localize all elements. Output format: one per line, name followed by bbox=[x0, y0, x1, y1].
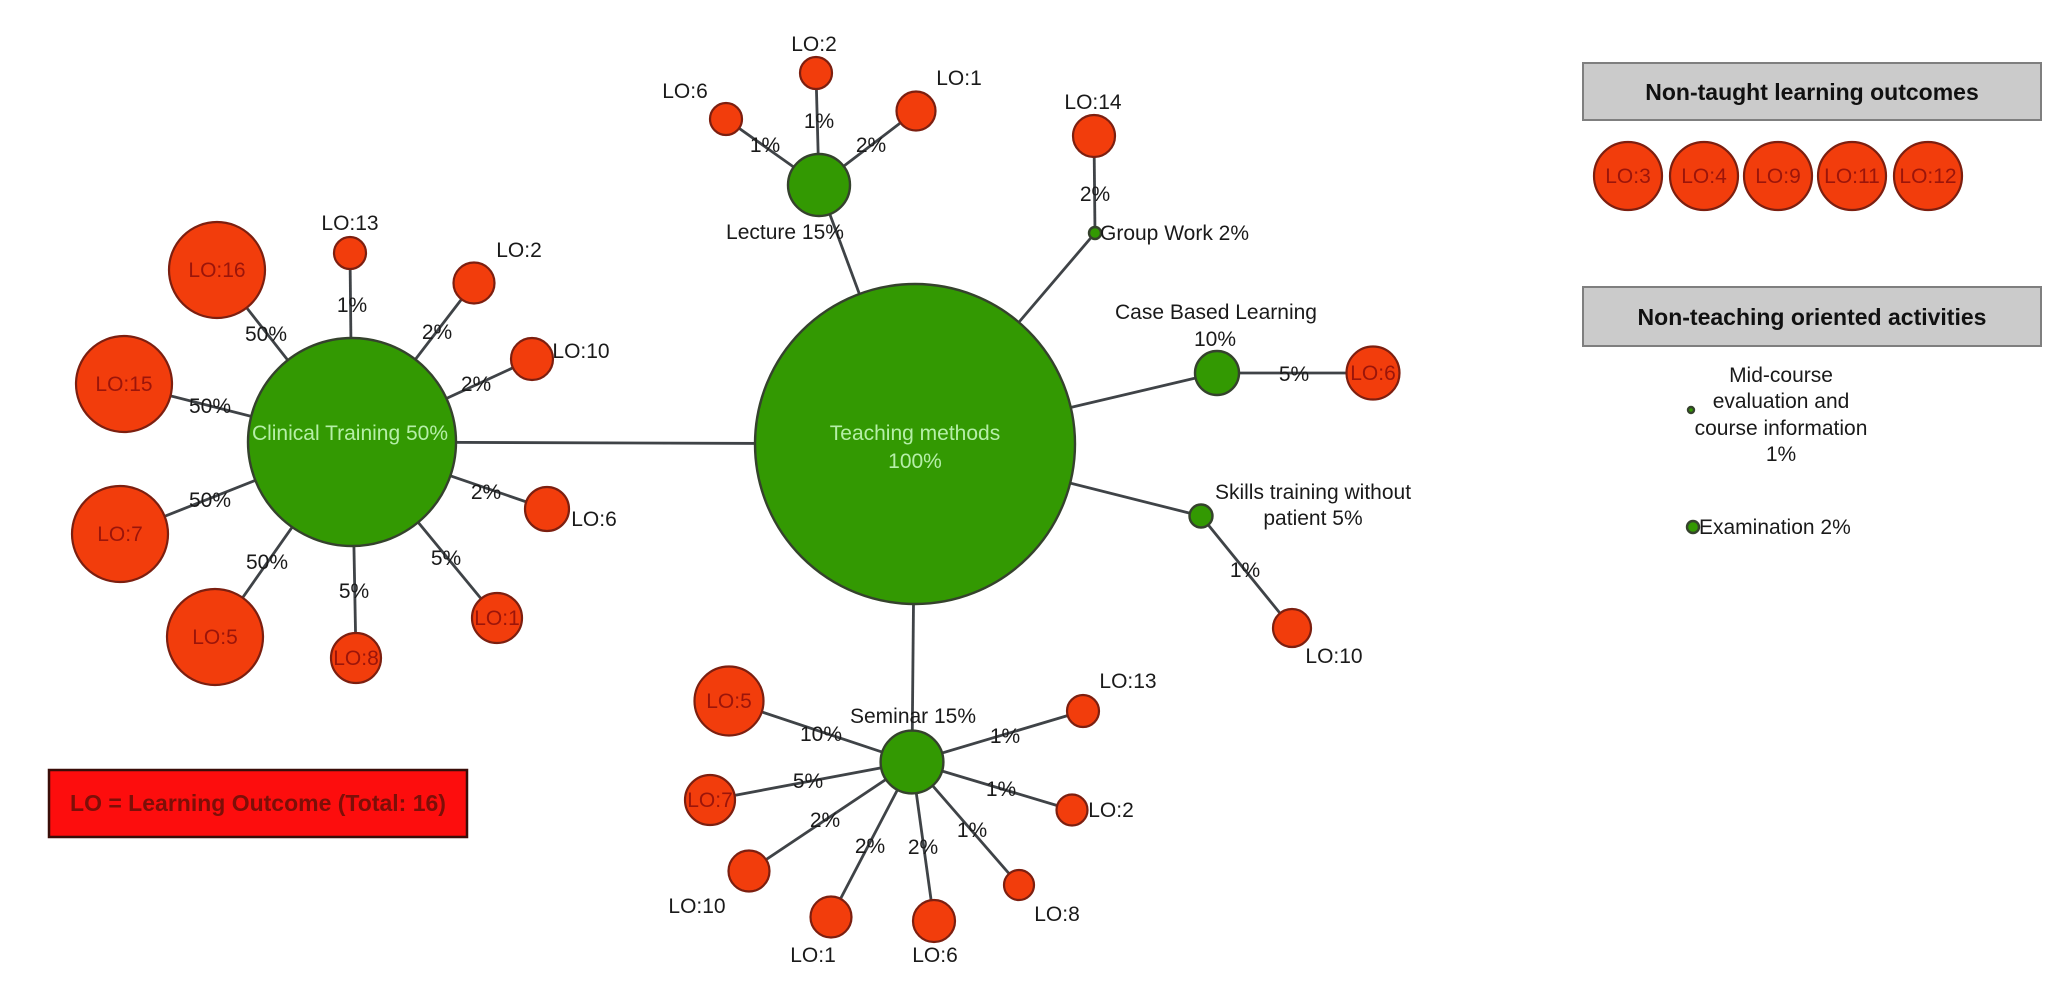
svg-text:Group Work 2%: Group Work 2% bbox=[1100, 222, 1249, 245]
svg-text:LO:11: LO:11 bbox=[1824, 165, 1880, 188]
svg-text:LO:1: LO:1 bbox=[790, 944, 836, 967]
svg-text:LO:10: LO:10 bbox=[552, 340, 609, 363]
svg-text:5%: 5% bbox=[1279, 363, 1309, 386]
svg-text:50%: 50% bbox=[189, 395, 231, 418]
svg-text:2%: 2% bbox=[855, 835, 885, 858]
svg-text:LO = Learning Outcome (Total:: LO = Learning Outcome (Total: 16) bbox=[70, 790, 446, 816]
svg-text:1%: 1% bbox=[1766, 443, 1796, 466]
svg-text:LO:13: LO:13 bbox=[321, 212, 378, 235]
svg-text:2%: 2% bbox=[461, 373, 491, 396]
svg-text:LO:1: LO:1 bbox=[936, 67, 982, 90]
svg-text:course information: course information bbox=[1695, 417, 1868, 440]
svg-text:LO:13: LO:13 bbox=[1099, 670, 1156, 693]
svg-text:LO:1: LO:1 bbox=[474, 607, 520, 630]
svg-text:2%: 2% bbox=[471, 481, 501, 504]
svg-text:2%: 2% bbox=[856, 134, 886, 157]
svg-text:LO:7: LO:7 bbox=[97, 523, 143, 546]
svg-text:50%: 50% bbox=[246, 551, 288, 574]
svg-text:LO:8: LO:8 bbox=[333, 647, 379, 670]
svg-text:2%: 2% bbox=[1080, 183, 1110, 206]
svg-text:2%: 2% bbox=[810, 809, 840, 832]
svg-text:LO:15: LO:15 bbox=[95, 373, 152, 396]
svg-text:LO:6: LO:6 bbox=[662, 80, 708, 103]
svg-text:100%: 100% bbox=[888, 450, 942, 473]
svg-text:2%: 2% bbox=[908, 836, 938, 859]
svg-text:5%: 5% bbox=[431, 547, 461, 570]
svg-text:evaluation and: evaluation and bbox=[1713, 390, 1850, 413]
svg-text:2%: 2% bbox=[422, 321, 452, 344]
svg-text:Skills training without: Skills training without bbox=[1215, 481, 1411, 504]
svg-text:LO:9: LO:9 bbox=[1755, 165, 1801, 188]
svg-text:LO:2: LO:2 bbox=[496, 239, 542, 262]
svg-text:LO:2: LO:2 bbox=[791, 33, 837, 56]
svg-text:Seminar 15%: Seminar 15% bbox=[850, 705, 976, 728]
svg-text:Teaching methods: Teaching methods bbox=[830, 422, 1000, 445]
svg-text:Non-teaching oriented activiti: Non-teaching oriented activities bbox=[1638, 304, 1987, 330]
svg-text:Non-taught learning outcomes: Non-taught learning outcomes bbox=[1645, 79, 1979, 105]
svg-text:LO:8: LO:8 bbox=[1034, 903, 1080, 926]
svg-text:LO:16: LO:16 bbox=[188, 259, 245, 282]
svg-text:LO:7: LO:7 bbox=[687, 789, 733, 812]
svg-text:1%: 1% bbox=[986, 778, 1016, 801]
svg-text:50%: 50% bbox=[189, 489, 231, 512]
svg-text:5%: 5% bbox=[339, 580, 369, 603]
svg-text:10%: 10% bbox=[1194, 328, 1236, 351]
svg-text:LO:6: LO:6 bbox=[571, 508, 617, 531]
svg-text:LO:10: LO:10 bbox=[1305, 645, 1362, 668]
svg-text:Clinical Training 50%: Clinical Training 50% bbox=[252, 422, 448, 445]
svg-text:LO:6: LO:6 bbox=[912, 944, 958, 967]
svg-text:LO:12: LO:12 bbox=[1899, 165, 1956, 188]
svg-text:1%: 1% bbox=[337, 294, 367, 317]
svg-text:LO:4: LO:4 bbox=[1681, 165, 1727, 188]
svg-text:10%: 10% bbox=[800, 723, 842, 746]
svg-text:1%: 1% bbox=[1230, 559, 1260, 582]
svg-text:1%: 1% bbox=[990, 725, 1020, 748]
svg-text:1%: 1% bbox=[750, 134, 780, 157]
svg-text:Mid-course: Mid-course bbox=[1729, 364, 1833, 387]
svg-text:LO:3: LO:3 bbox=[1605, 165, 1651, 188]
svg-text:50%: 50% bbox=[245, 323, 287, 346]
svg-text:Examination 2%: Examination 2% bbox=[1699, 516, 1851, 539]
svg-text:LO:6: LO:6 bbox=[1350, 362, 1396, 385]
svg-text:LO:2: LO:2 bbox=[1088, 799, 1134, 822]
svg-text:1%: 1% bbox=[957, 819, 987, 842]
svg-text:Lecture 15%: Lecture 15% bbox=[726, 221, 844, 244]
svg-text:1%: 1% bbox=[804, 110, 834, 133]
svg-text:LO:5: LO:5 bbox=[706, 690, 752, 713]
svg-text:patient 5%: patient 5% bbox=[1263, 507, 1362, 530]
svg-text:LO:10: LO:10 bbox=[668, 895, 725, 918]
svg-text:Case Based Learning: Case Based Learning bbox=[1115, 301, 1317, 324]
svg-text:5%: 5% bbox=[793, 770, 823, 793]
svg-text:LO:5: LO:5 bbox=[192, 626, 238, 649]
svg-text:LO:14: LO:14 bbox=[1064, 91, 1122, 114]
